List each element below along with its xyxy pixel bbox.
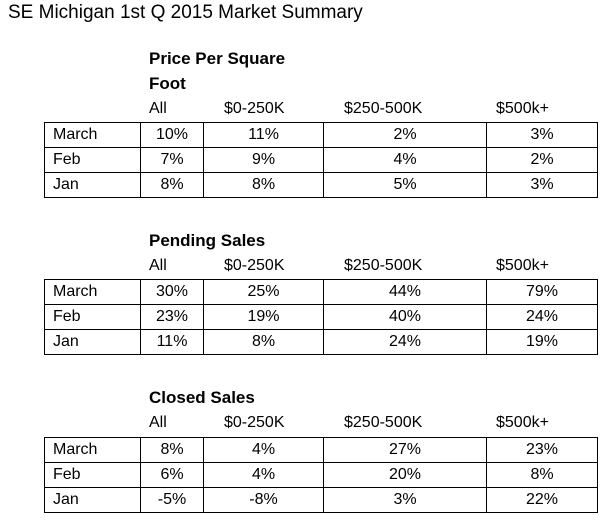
row-label: Jan <box>44 172 141 198</box>
table-cell: -5% <box>140 487 204 513</box>
table-cell: 11% <box>140 329 204 355</box>
table-row: March 10% 11% 2% 3% <box>44 122 598 148</box>
table-cell: 2% <box>323 122 487 148</box>
table-row: Feb 23% 19% 40% 24% <box>44 304 598 330</box>
table-cell: 24% <box>486 304 598 330</box>
table-cell: 23% <box>486 437 598 463</box>
table-cell: 10% <box>140 122 204 148</box>
table-cell: 4% <box>323 147 487 173</box>
table-cell: 8% <box>140 172 204 198</box>
table-cell: 8% <box>140 437 204 463</box>
table-cell: 4% <box>203 437 324 463</box>
table-row: Jan -5% -8% 3% 22% <box>44 487 598 513</box>
table-cell: 9% <box>203 147 324 173</box>
row-label: Jan <box>44 487 141 513</box>
table-cell: 5% <box>323 172 487 198</box>
table-cell: 8% <box>203 172 324 198</box>
row-label: Feb <box>44 462 141 488</box>
table-cell: 23% <box>140 304 204 330</box>
column-header-all: All <box>149 257 167 274</box>
column-header-0-250k: $0-250K <box>224 257 285 274</box>
table-cell: 3% <box>323 487 487 513</box>
table-row: March 30% 25% 44% 79% <box>44 279 598 305</box>
table-cell: 7% <box>140 147 204 173</box>
table-cell: 25% <box>203 279 324 305</box>
table-row: March 8% 4% 27% 23% <box>44 437 598 463</box>
section-title: Closed Sales <box>149 388 255 407</box>
table-row: Jan 8% 8% 5% 3% <box>44 172 598 198</box>
row-label: Feb <box>44 147 141 173</box>
table-cell: 20% <box>323 462 487 488</box>
section-title: Price Per Square Foot <box>149 49 286 93</box>
table-cell: 44% <box>323 279 487 305</box>
row-label: Jan <box>44 329 141 355</box>
column-header-all: All <box>149 100 167 117</box>
column-header-500k-plus: $500k+ <box>496 414 549 431</box>
table-cell: 19% <box>203 304 324 330</box>
data-table: March 10% 11% 2% 3% Feb 7% 9% 4% 2% Jan … <box>44 122 598 198</box>
table-cell: -8% <box>203 487 324 513</box>
table-cell: 27% <box>323 437 487 463</box>
table-cell: 6% <box>140 462 204 488</box>
data-table: March 30% 25% 44% 79% Feb 23% 19% 40% 24… <box>44 279 598 355</box>
section-pending-sales: Pending Sales All $0-250K $250-500K $500… <box>0 228 611 358</box>
table-cell: 40% <box>323 304 487 330</box>
table-cell: 79% <box>486 279 598 305</box>
section-price-per-square-foot: Price Per Square Foot All $0-250K $250-5… <box>0 46 611 206</box>
table-cell: 19% <box>486 329 598 355</box>
table-cell: 3% <box>486 172 598 198</box>
data-table: March 8% 4% 27% 23% Feb 6% 4% 20% 8% Jan… <box>44 437 598 513</box>
column-header-500k-plus: $500k+ <box>496 100 549 117</box>
column-header-500k-plus: $500k+ <box>496 257 549 274</box>
table-cell: 8% <box>203 329 324 355</box>
table-cell: 4% <box>203 462 324 488</box>
table-cell: 22% <box>486 487 598 513</box>
column-header-250-500k: $250-500K <box>344 100 423 117</box>
table-row: Jan 11% 8% 24% 19% <box>44 329 598 355</box>
row-label: March <box>44 122 141 148</box>
row-label: March <box>44 279 141 305</box>
column-header-0-250k: $0-250K <box>224 414 285 431</box>
table-cell: 11% <box>203 122 324 148</box>
table-row: Feb 7% 9% 4% 2% <box>44 147 598 173</box>
table-row: Feb 6% 4% 20% 8% <box>44 462 598 488</box>
table-cell: 3% <box>486 122 598 148</box>
section-title: Pending Sales <box>149 231 266 250</box>
page-title: SE Michigan 1st Q 2015 Market Summary <box>8 2 363 23</box>
table-cell: 8% <box>486 462 598 488</box>
column-header-250-500k: $250-500K <box>344 414 423 431</box>
table-cell: 30% <box>140 279 204 305</box>
column-header-250-500k: $250-500K <box>344 257 423 274</box>
table-cell: 24% <box>323 329 487 355</box>
table-cell: 2% <box>486 147 598 173</box>
column-header-0-250k: $0-250K <box>224 100 285 117</box>
row-label: March <box>44 437 141 463</box>
row-label: Feb <box>44 304 141 330</box>
column-header-all: All <box>149 414 167 431</box>
section-closed-sales: Closed Sales All $0-250K $250-500K $500k… <box>0 385 611 520</box>
